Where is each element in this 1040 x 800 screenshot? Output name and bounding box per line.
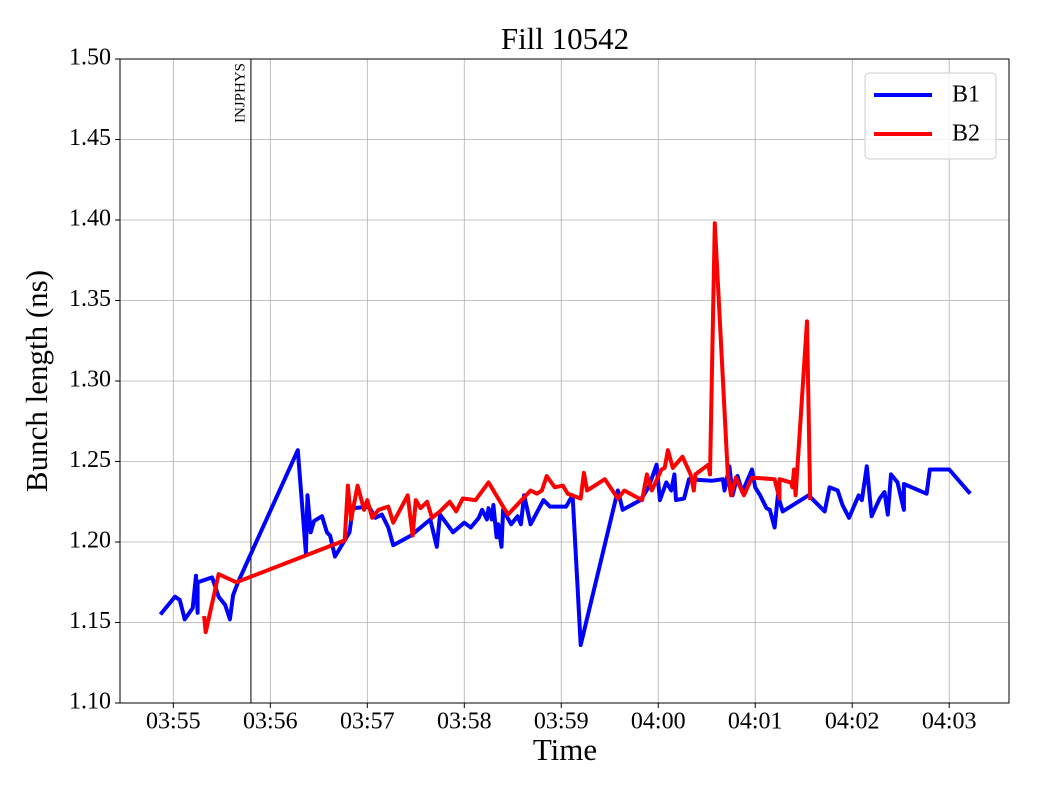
x-tick-label: 04:01 (728, 709, 783, 735)
legend-label: B1 (952, 82, 980, 108)
y-tick-label: 1.30 (69, 367, 111, 393)
plot-frame (119, 58, 1010, 704)
y-tick-label: 1.20 (69, 528, 111, 554)
y-tick-label: 1.15 (69, 608, 111, 634)
x-tick-label: 03:55 (146, 709, 201, 735)
x-tick-label: 04:03 (922, 709, 977, 735)
x-tick-label: 03:58 (437, 709, 492, 735)
x-tick-label: 03:56 (243, 709, 298, 735)
x-tick-label: 04:02 (825, 709, 880, 735)
y-tick-label: 1.50 (69, 45, 111, 71)
chart-title: Fill 10542 (501, 21, 629, 56)
x-axis-label: Time (533, 732, 597, 767)
x-tick-label: 03:59 (534, 709, 589, 735)
y-tick-label: 1.45 (69, 125, 111, 151)
y-axis-label: Bunch length (ns) (19, 270, 54, 492)
annotation-text: INJPHYS (232, 63, 248, 123)
y-tick-label: 1.40 (69, 206, 111, 232)
series-line (158, 448, 972, 647)
legend-label: B2 (952, 121, 980, 147)
x-tick-label: 04:00 (631, 709, 686, 735)
y-tick-label: 1.25 (69, 447, 111, 473)
series-line (202, 221, 813, 635)
x-tick-label: 03:57 (340, 709, 395, 735)
y-tick-label: 1.10 (69, 689, 111, 715)
y-tick-label: 1.35 (69, 286, 111, 312)
